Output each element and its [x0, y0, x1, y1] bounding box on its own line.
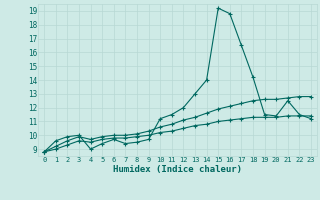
X-axis label: Humidex (Indice chaleur): Humidex (Indice chaleur): [113, 165, 242, 174]
